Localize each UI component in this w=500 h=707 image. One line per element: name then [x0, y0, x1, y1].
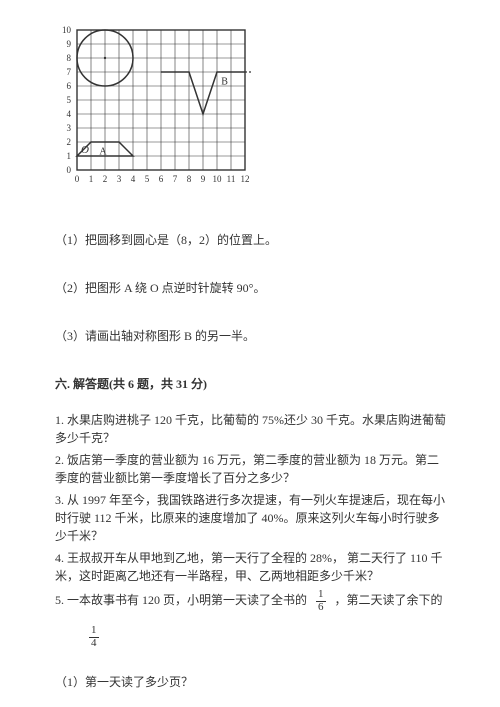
svg-text:4: 4 — [67, 109, 72, 119]
problem-5-sub-1: （1）第一天读了多少页？ — [55, 673, 450, 691]
question-1: （1）把圆移到圆心是（8，2）的位置上。 — [55, 231, 450, 249]
problem-5-text-a: 5. 一本故事书有 120 页，小明第一天读了全书的 — [55, 593, 307, 607]
problem-5: 5. 一本故事书有 120 页，小明第一天读了全书的 1 6 ，第二天读了余下的… — [55, 589, 450, 691]
svg-text:3: 3 — [117, 174, 122, 184]
fraction-numerator: 1 — [89, 625, 99, 638]
fraction-standalone: 1 4 — [83, 625, 450, 649]
svg-text:12: 12 — [241, 174, 250, 184]
problem-2: 2. 饭店第一季度的营业额为 16 万元，第二季度的营业额为 18 万元。第二季… — [55, 451, 450, 487]
grid-figure: 0123456789101112109876543210OAB — [55, 20, 450, 201]
fraction-numerator: 1 — [316, 589, 326, 602]
svg-text:8: 8 — [187, 174, 192, 184]
section-title: 六. 解答题(共 6 题，共 31 分) — [55, 375, 450, 393]
svg-text:2: 2 — [67, 137, 72, 147]
svg-text:A: A — [99, 147, 107, 158]
svg-text:2: 2 — [103, 174, 108, 184]
problem-3: 3. 从 1997 年至今，我国铁路进行多次提速，有一列火车提速后，现在每小时行… — [55, 491, 450, 545]
problem-1: 1. 水果店购进桃子 120 千克，比葡萄的 75%还少 30 千克。水果店购进… — [55, 411, 450, 447]
svg-text:6: 6 — [159, 174, 164, 184]
svg-text:0: 0 — [75, 174, 80, 184]
grid-svg: 0123456789101112109876543210OAB — [55, 20, 265, 196]
fraction-1-4: 1 4 — [89, 625, 99, 649]
svg-text:5: 5 — [145, 174, 150, 184]
svg-text:3: 3 — [67, 123, 72, 133]
fraction-denominator: 4 — [89, 638, 99, 650]
svg-text:5: 5 — [67, 95, 72, 105]
problem-4: 4. 王叔叔开车从甲地到乙地，第一天行了全程的 28%， 第二天行了 110 千… — [55, 549, 450, 585]
svg-text:4: 4 — [131, 174, 136, 184]
question-2: （2）把图形 A 绕 O 点逆时针旋转 90°。 — [55, 279, 450, 297]
svg-text:11: 11 — [227, 174, 236, 184]
fraction-1-6: 1 6 — [316, 589, 326, 613]
problem-5-text-b: ，第二天读了余下的 — [335, 593, 443, 607]
question-3: （3）请画出轴对称图形 B 的另一半。 — [55, 327, 450, 345]
svg-text:1: 1 — [67, 151, 72, 161]
svg-text:10: 10 — [213, 174, 223, 184]
svg-text:7: 7 — [173, 174, 178, 184]
svg-text:0: 0 — [67, 165, 72, 175]
svg-text:B: B — [221, 77, 228, 88]
svg-text:10: 10 — [62, 25, 72, 35]
svg-text:8: 8 — [67, 53, 72, 63]
svg-text:9: 9 — [67, 39, 72, 49]
svg-text:6: 6 — [67, 81, 72, 91]
fraction-denominator: 6 — [316, 602, 326, 614]
svg-text:1: 1 — [89, 174, 94, 184]
svg-text:9: 9 — [201, 174, 206, 184]
svg-text:7: 7 — [67, 67, 72, 77]
